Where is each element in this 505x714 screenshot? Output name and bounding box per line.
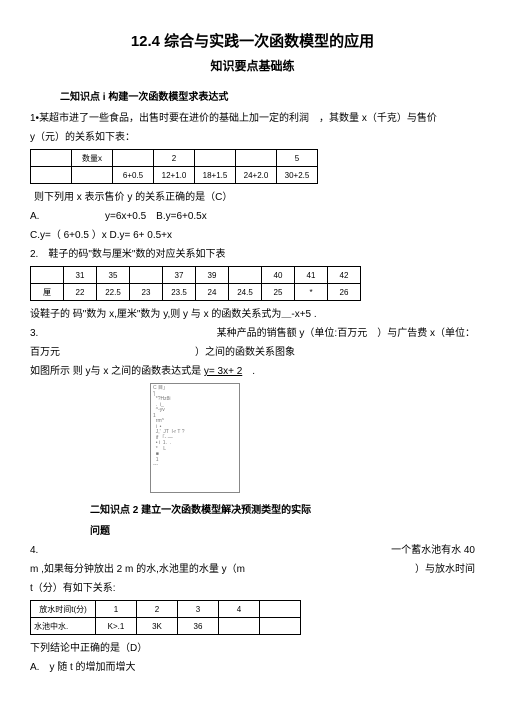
kp2-sub: 问题 <box>90 524 475 539</box>
t2r2c1: 厘 <box>31 284 64 301</box>
page-subtitle: 知识要点基础练 <box>30 57 475 74</box>
q2-text: 2. 鞋子的码"数与厘米"数的对应关系如下表 <box>30 247 475 262</box>
kp1-label: 二知识点 i 构建一次函数模型求表达式 <box>60 88 475 103</box>
t2r2c4: 23 <box>130 284 163 301</box>
t2r2c2: 22 <box>64 284 97 301</box>
t2r1c7 <box>229 267 262 284</box>
t1r2c2 <box>72 167 113 184</box>
t1r2c1 <box>31 167 72 184</box>
table-4: 放水时间t(分) 1 2 3 4 水池中水. K>.1 3K 36 <box>30 600 301 635</box>
q1-optA-label: A. <box>30 211 39 222</box>
t4r2c1: 水池中水. <box>31 618 96 635</box>
t4r2c4: 36 <box>178 618 219 635</box>
q4-line2b: ）与放水时间 <box>415 562 475 577</box>
page-title: 12.4 综合与实践一次函数模型的应用 <box>30 30 475 51</box>
t2r2c6: 24 <box>196 284 229 301</box>
q4-optA: A. y 随 t 的增加而增大 <box>30 660 475 675</box>
q3-num: 3. <box>30 326 38 341</box>
q3-line2b: ）之间的函数关系图象 <box>195 345 295 360</box>
t2r1c10: 42 <box>328 267 361 284</box>
q1-line1: 1•某超市进了一些食品，出售时要在进价的基础上加一定的利润 ，其数量 x（千克）… <box>30 111 475 126</box>
t1r2c3: 6+0.5 <box>113 167 154 184</box>
q1-optC: C.y=（ 6+0.5 ）x D.y= 6+ 0.5+x <box>30 228 475 243</box>
t1r1c7: 5 <box>277 150 318 167</box>
q4-line3: t（分）有如下关系: <box>30 581 475 596</box>
t1r1c5 <box>195 150 236 167</box>
table-2: 31 35 37 39 40 41 42 厘 22 22.5 23 23.5 2… <box>30 266 361 301</box>
t1r2c7: 30+2.5 <box>277 167 318 184</box>
t1r1c6 <box>236 150 277 167</box>
t2r1c9: 41 <box>295 267 328 284</box>
t2r2c5: 23.5 <box>163 284 196 301</box>
kp2-label: 二知识点 2 建立一次函数模型解决预测类型的实际 <box>90 501 475 516</box>
t4r2c5 <box>219 618 260 635</box>
chart-l15: --- <box>153 463 237 469</box>
q3-line3: 如图所示 则 y与 x 之间的函数表达式是 <box>30 366 204 377</box>
t2r2c10: 26 <box>328 284 361 301</box>
q2-answer: 设鞋子的 码"数为 x,厘米"数为 y,则 y 与 x 的函数关系式为＿-x+5… <box>30 307 475 322</box>
t4r1c1: 放水时间t(分) <box>31 601 96 618</box>
t1r2c5: 18+1.5 <box>195 167 236 184</box>
q3-line1b: 某种产品的销售额 y（单位:百万元 ）与广告费 x（单位： <box>217 326 475 341</box>
q4-num: 4. <box>30 543 38 558</box>
t2r2c7: 24.5 <box>229 284 262 301</box>
table-1: 数量x 2 5 6+0.5 12+1.0 18+1.5 24+2.0 30+2.… <box>30 149 318 184</box>
t1r2c4: 12+1.0 <box>154 167 195 184</box>
t1r1c1 <box>31 150 72 167</box>
t4r2c2: K>.1 <box>96 618 137 635</box>
q4-line2a: m ,如果每分钟放出 2 m 的水,水池里的水量 y（m <box>30 562 245 577</box>
q1-line2: y（元）的关系如下表： <box>30 130 475 145</box>
t2r2c3: 22.5 <box>97 284 130 301</box>
t2r1c8: 40 <box>262 267 295 284</box>
q2-answer-text: 设鞋子的 码"数为 x,厘米"数为 y,则 y 与 x 的函数关系式为＿-x+5… <box>30 309 317 320</box>
t2r1c1 <box>31 267 64 284</box>
chart-placeholder: C 目」 '| *?Hz8i . i_ ^-yv 1 rm^ i • J,' J… <box>150 383 240 493</box>
t1r2c6: 24+2.0 <box>236 167 277 184</box>
t4r1c3: 2 <box>137 601 178 618</box>
q3-answer: y= 3x+ 2 <box>204 366 242 377</box>
q1-options-intro: 则下列用 x 表示售价 y 的关系正确的是（C） <box>34 190 475 205</box>
q1-optA-text: y=6x+0.5 B.y=6+0.5x <box>105 211 207 222</box>
t2r1c4 <box>130 267 163 284</box>
t4r1c5: 4 <box>219 601 260 618</box>
q4-conclusion: 下列结论中正确的是（D） <box>30 641 475 656</box>
t2r1c2: 31 <box>64 267 97 284</box>
t4r1c4: 3 <box>178 601 219 618</box>
t1r1c4: 2 <box>154 150 195 167</box>
q4-line1b: 一个蓄水池有水 40 <box>391 543 475 558</box>
t2r1c5: 37 <box>163 267 196 284</box>
t4r2c3: 3K <box>137 618 178 635</box>
t2r1c6: 39 <box>196 267 229 284</box>
t1r1c2: 数量x <box>72 150 113 167</box>
t1r1c3 <box>113 150 154 167</box>
t4r1c2: 1 <box>96 601 137 618</box>
t2r2c8: 25 <box>262 284 295 301</box>
t2r1c3: 35 <box>97 267 130 284</box>
t2r2c9: * <box>295 284 328 301</box>
q3-period: . <box>242 366 255 377</box>
t4r2c6 <box>260 618 301 635</box>
t4r1c6 <box>260 601 301 618</box>
q3-line2a: 百万元 <box>30 345 60 360</box>
